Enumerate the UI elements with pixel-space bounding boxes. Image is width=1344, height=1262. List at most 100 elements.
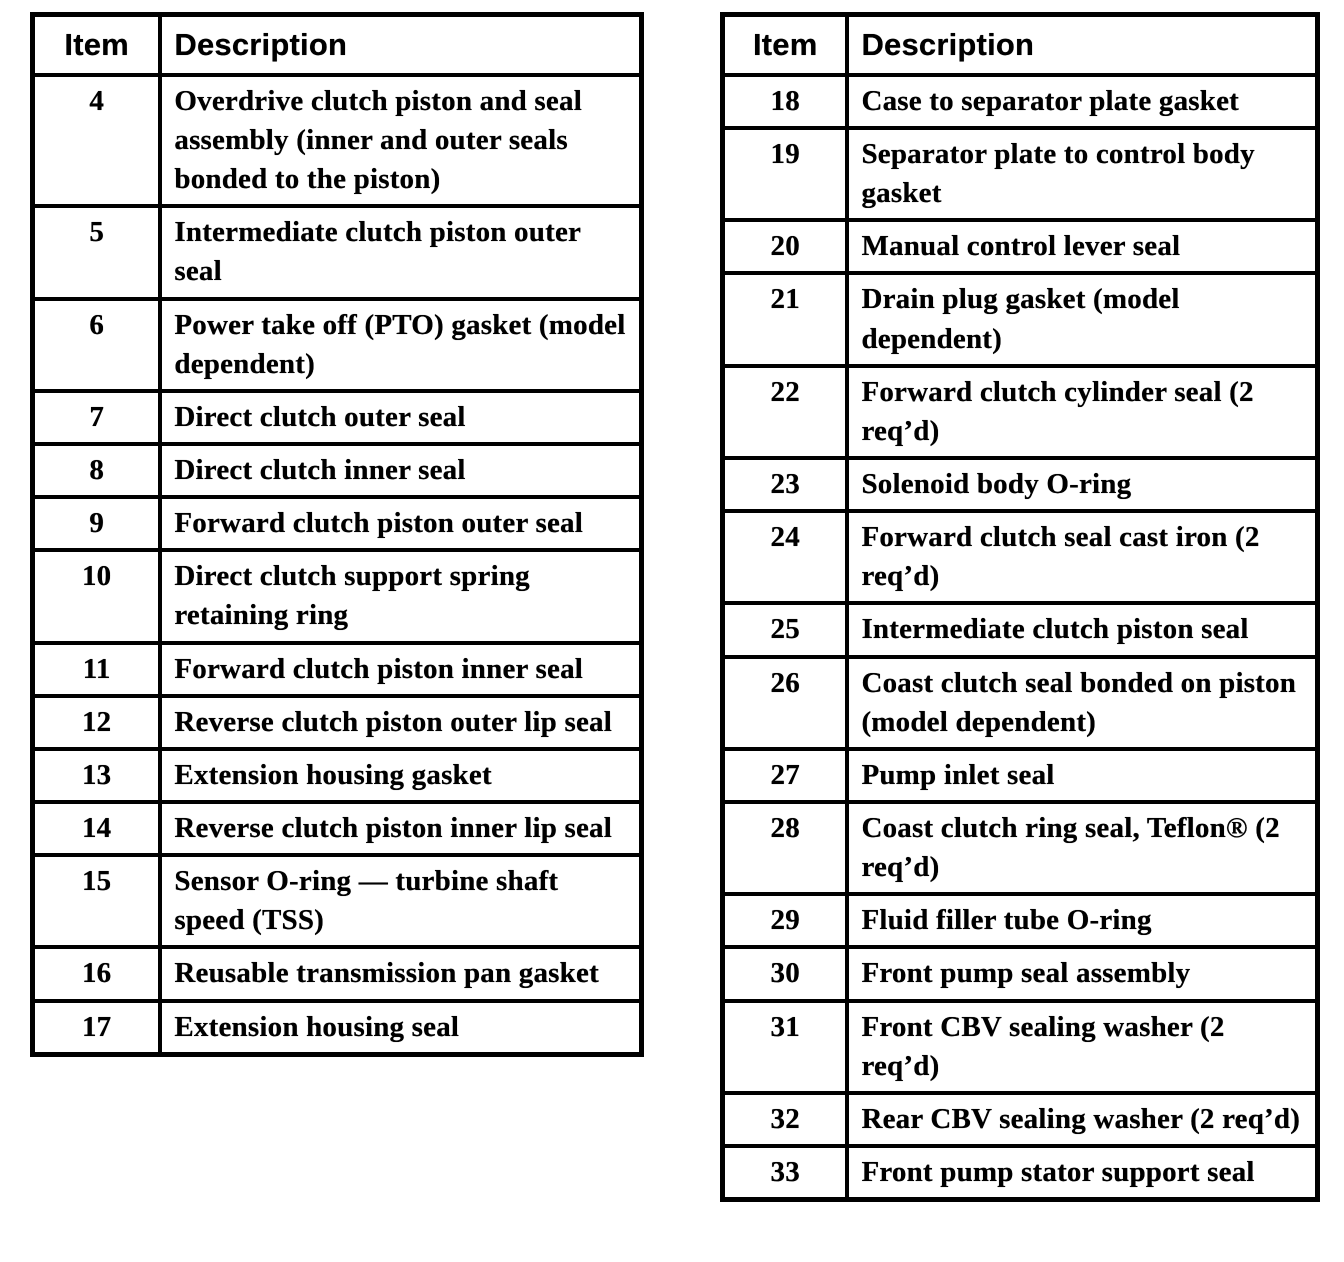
item-number-cell: 14 <box>30 799 163 858</box>
header-row: Item Description <box>720 12 1320 77</box>
item-number-cell: 6 <box>30 296 163 393</box>
item-number-cell: 15 <box>30 853 163 950</box>
description-cell: Reverse clutch piston outer lip seal <box>158 693 644 751</box>
description-cell: Forward clutch piston outer seal <box>158 495 644 553</box>
description-cell: Coast clutch seal bonded on piston (mode… <box>845 654 1320 751</box>
item-number-cell: 29 <box>720 892 850 950</box>
table-row: 26 Coast clutch seal bonded on piston (mo… <box>720 654 1320 751</box>
table-row: 14 Reverse clutch piston inner lip seal <box>30 799 644 858</box>
description-cell: Front pump seal assembly <box>845 945 1320 1003</box>
description-cell: Reusable transmission pan gasket <box>158 945 644 1003</box>
table-row: 5 Intermediate clutch piston outer seal <box>30 204 644 301</box>
item-number-cell: 4 <box>30 72 163 209</box>
item-number-cell: 19 <box>720 125 850 223</box>
table-row: 21 Drain plug gasket (model dependent) <box>720 271 1320 368</box>
description-cell: Intermediate clutch piston seal <box>845 601 1320 659</box>
item-number-cell: 23 <box>720 455 850 514</box>
item-number-cell: 22 <box>720 363 850 460</box>
description-cell: Front pump stator support seal <box>845 1143 1320 1202</box>
parts-table-left-header: Item Description <box>30 12 644 77</box>
table-row: 30 Front pump seal assembly <box>720 945 1320 1003</box>
item-column-header: Item <box>720 12 850 77</box>
item-number-cell: 9 <box>30 495 163 553</box>
table-row: 23 Solenoid body O-ring <box>720 455 1320 514</box>
description-cell: Coast clutch ring seal, Teflon® (2 req’d… <box>845 799 1320 897</box>
description-cell: Solenoid body O-ring <box>845 455 1320 514</box>
table-row: 8 Direct clutch inner seal <box>30 441 644 500</box>
description-cell: Front CBV sealing washer (2 req’d) <box>845 998 1320 1095</box>
table-row: 27 Pump inlet seal <box>720 746 1320 804</box>
description-cell: Forward clutch piston inner seal <box>158 640 644 698</box>
item-number-cell: 25 <box>720 601 850 659</box>
table-row: 24 Forward clutch seal cast iron (2 req’d… <box>720 509 1320 606</box>
description-column-header: Description <box>158 12 644 77</box>
item-number-cell: 20 <box>720 218 850 276</box>
table-row: 13 Extension housing gasket <box>30 746 644 804</box>
tables-container: Item Description 4 Overdrive clutch pisto… <box>30 12 1320 1203</box>
table-row: 9 Forward clutch piston outer seal <box>30 495 644 553</box>
parts-table-left: Item Description 4 Overdrive clutch pisto… <box>30 12 644 1057</box>
item-number-cell: 5 <box>30 204 163 301</box>
item-number-cell: 18 <box>720 72 850 130</box>
item-number-cell: 31 <box>720 998 850 1095</box>
table-row: 32 Rear CBV sealing washer (2 req’d) <box>720 1090 1320 1148</box>
description-cell: Direct clutch inner seal <box>158 441 644 500</box>
description-cell: Fluid filler tube O-ring <box>845 892 1320 950</box>
description-cell: Direct clutch support spring retaining r… <box>158 548 644 645</box>
item-number-cell: 32 <box>720 1090 850 1148</box>
table-row: 7 Direct clutch outer seal <box>30 388 644 446</box>
item-number-cell: 26 <box>720 654 850 751</box>
description-cell: Forward clutch seal cast iron (2 req’d) <box>845 509 1320 606</box>
description-column-header: Description <box>845 12 1320 77</box>
item-number-cell: 12 <box>30 693 163 751</box>
item-number-cell: 7 <box>30 388 163 446</box>
description-cell: Power take off (PTO) gasket (model depen… <box>158 296 644 393</box>
item-number-cell: 10 <box>30 548 163 645</box>
description-cell: Sensor O-ring — turbine shaft speed (TSS… <box>158 853 644 950</box>
table-row: 15 Sensor O-ring — turbine shaft speed (T… <box>30 853 644 950</box>
description-cell: Intermediate clutch piston outer seal <box>158 204 644 301</box>
item-number-cell: 8 <box>30 441 163 500</box>
header-row: Item Description <box>30 12 644 77</box>
item-column-header: Item <box>30 12 163 77</box>
table-row: 10 Direct clutch support spring retaining… <box>30 548 644 645</box>
description-cell: Pump inlet seal <box>845 746 1320 804</box>
description-cell: Separator plate to control body gasket <box>845 125 1320 223</box>
description-cell: Drain plug gasket (model dependent) <box>845 271 1320 368</box>
item-number-cell: 28 <box>720 799 850 897</box>
description-cell: Manual control lever seal <box>845 218 1320 276</box>
table-row: 33 Front pump stator support seal <box>720 1143 1320 1202</box>
item-number-cell: 11 <box>30 640 163 698</box>
table-row: 18 Case to separator plate gasket <box>720 72 1320 130</box>
table-row: 11 Forward clutch piston inner seal <box>30 640 644 698</box>
description-cell: Extension housing seal <box>158 998 644 1057</box>
item-number-cell: 30 <box>720 945 850 1003</box>
item-number-cell: 17 <box>30 998 163 1057</box>
parts-table-right-body: 18 Case to separator plate gasket 19 Separa… <box>720 72 1320 1202</box>
table-row: 25 Intermediate clutch piston seal <box>720 601 1320 659</box>
item-number-cell: 24 <box>720 509 850 606</box>
table-row: 12 Reverse clutch piston outer lip seal <box>30 693 644 751</box>
table-row: 17 Extension housing seal <box>30 998 644 1057</box>
table-row: 6 Power take off (PTO) gasket (model depe… <box>30 296 644 393</box>
item-number-cell: 33 <box>720 1143 850 1202</box>
table-row: 22 Forward clutch cylinder seal (2 req’d) <box>720 363 1320 460</box>
table-row: 19 Separator plate to control body gasket <box>720 125 1320 223</box>
parts-table-right: Item Description 18 Case to separator pla… <box>720 12 1320 1203</box>
table-row: 28 Coast clutch ring seal, Teflon® (2 req… <box>720 799 1320 897</box>
description-cell: Direct clutch outer seal <box>158 388 644 446</box>
description-cell: Overdrive clutch piston and seal assembl… <box>158 72 644 209</box>
table-row: 29 Fluid filler tube O-ring <box>720 892 1320 950</box>
description-cell: Forward clutch cylinder seal (2 req’d) <box>845 363 1320 460</box>
parts-table-left-body: 4 Overdrive clutch piston and seal assemb… <box>30 72 644 1057</box>
item-number-cell: 27 <box>720 746 850 804</box>
description-cell: Rear CBV sealing washer (2 req’d) <box>845 1090 1320 1148</box>
parts-table-right-header: Item Description <box>720 12 1320 77</box>
table-row: 31 Front CBV sealing washer (2 req’d) <box>720 998 1320 1095</box>
description-cell: Case to separator plate gasket <box>845 72 1320 130</box>
description-cell: Reverse clutch piston inner lip seal <box>158 799 644 858</box>
item-number-cell: 13 <box>30 746 163 804</box>
table-row: 20 Manual control lever seal <box>720 218 1320 276</box>
item-number-cell: 21 <box>720 271 850 368</box>
